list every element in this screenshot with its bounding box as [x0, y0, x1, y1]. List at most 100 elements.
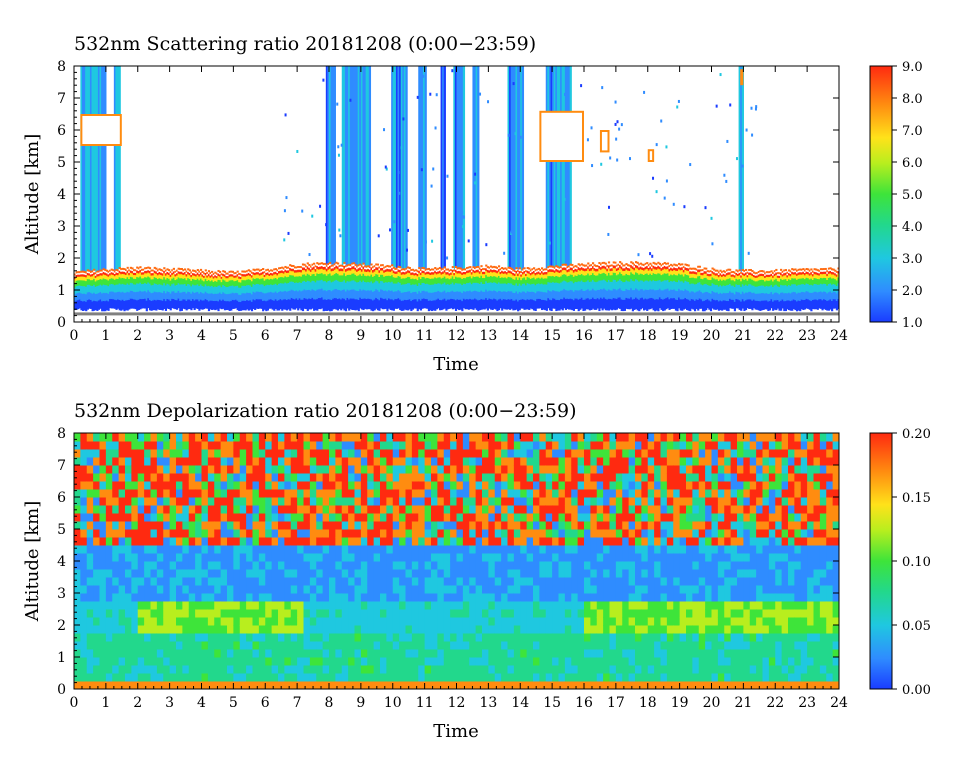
boundary-layer-cell	[797, 271, 800, 275]
boundary-layer-cell	[155, 299, 158, 311]
cloud-speck	[507, 133, 510, 137]
boundary-layer-cell	[217, 285, 220, 294]
boundary-layer-saturated	[470, 270, 474, 273]
boundary-layer-cell	[244, 279, 247, 286]
boundary-layer-edge	[574, 265, 577, 268]
boundary-layer-cell	[713, 274, 716, 279]
depol-cell	[131, 537, 139, 546]
depol-cell	[188, 625, 196, 634]
boundary-layer-cell	[134, 284, 137, 293]
depol-cell	[74, 513, 81, 522]
boundary-layer-cell	[110, 274, 113, 279]
boundary-layer-cell	[741, 272, 744, 275]
cloud-column-cell	[101, 66, 104, 272]
depol-cell	[188, 473, 196, 482]
boundary-layer-cell	[180, 271, 183, 275]
boundary-layer-cell	[295, 281, 298, 291]
boundary-layer-edge	[591, 262, 595, 265]
boundary-layer-cell	[759, 285, 762, 294]
boundary-layer-edge	[748, 269, 751, 272]
boundary-layer-cell	[577, 299, 580, 312]
boundary-layer-cell	[713, 277, 716, 285]
depol-cell	[188, 657, 196, 666]
boundary-layer-cell	[472, 269, 475, 273]
boundary-layer-cell	[132, 283, 136, 292]
boundary-layer-cell	[486, 282, 489, 292]
depol-cell	[112, 649, 120, 658]
depol-cell	[201, 497, 209, 506]
boundary-layer-saturated	[660, 265, 663, 269]
boundary-layer-cell	[698, 275, 701, 283]
boundary-layer-cell	[722, 284, 725, 293]
boundary-layer-edge	[254, 269, 257, 272]
boundary-layer-edge	[171, 269, 174, 272]
boundary-layer-saturated	[474, 268, 477, 271]
boundary-layer-cell	[230, 279, 233, 286]
boundary-layer-edge	[760, 270, 764, 273]
boundary-layer-cell	[483, 299, 486, 310]
x-tick-label: 16	[575, 328, 593, 344]
boundary-layer-cell	[230, 285, 233, 294]
boundary-layer-edge	[238, 272, 241, 275]
boundary-layer-saturated	[234, 273, 238, 276]
boundary-layer-cell	[819, 290, 823, 300]
depol-cell	[201, 625, 209, 634]
boundary-layer-cell	[650, 270, 654, 276]
boundary-layer-cell	[378, 291, 381, 301]
boundary-layer-cell	[137, 283, 140, 292]
boundary-layer-cell	[513, 279, 517, 286]
boundary-layer-cell	[247, 300, 250, 311]
depol-cell	[156, 577, 164, 586]
cloud-column-cell	[558, 66, 561, 268]
boundary-layer-cell	[185, 300, 188, 311]
depol-cell	[188, 537, 196, 546]
boundary-layer-cell	[553, 269, 556, 273]
cloud-speck	[665, 179, 668, 183]
cloud-column-cell	[520, 66, 523, 271]
boundary-layer-cell	[198, 300, 201, 311]
boundary-layer-cell	[75, 274, 78, 278]
cloud-speck	[377, 234, 380, 238]
boundary-layer-cell	[270, 272, 273, 276]
boundary-layer-cell	[453, 278, 456, 285]
boundary-layer-edge	[658, 262, 662, 265]
boundary-layer-edge	[598, 262, 601, 265]
boundary-layer-cell	[74, 282, 77, 288]
boundary-layer-cell	[434, 291, 437, 301]
boundary-layer-cell	[491, 276, 494, 283]
boundary-layer-cell	[217, 275, 220, 280]
depol-cell	[93, 601, 100, 610]
boundary-layer-cell	[760, 273, 764, 276]
boundary-layer-cell	[97, 273, 101, 277]
boundary-layer-saturated	[341, 266, 344, 269]
boundary-layer-cell	[89, 279, 93, 286]
boundary-layer-edge	[732, 271, 735, 274]
cloud-speck	[616, 120, 619, 124]
boundary-layer-cell	[274, 283, 278, 292]
boundary-layer-cell	[663, 279, 666, 290]
boundary-layer-cell	[381, 267, 384, 271]
cloud-column-cell	[547, 66, 550, 269]
boundary-layer-cell	[563, 280, 566, 290]
boundary-layer-cell	[811, 275, 815, 280]
boundary-layer-cell	[574, 270, 577, 276]
boundary-layer-edge	[740, 271, 743, 274]
boundary-layer-cell	[402, 277, 405, 285]
depol-cell	[163, 617, 171, 626]
boundary-layer-cell	[332, 270, 335, 276]
depol-cell	[105, 553, 113, 562]
depol-cell	[105, 497, 113, 506]
depol-cell	[207, 641, 215, 650]
boundary-layer-cell	[743, 273, 746, 276]
depol-cell	[93, 617, 100, 626]
boundary-layer-cell	[317, 266, 321, 270]
boundary-layer-cell	[609, 274, 612, 282]
boundary-layer-edge	[765, 271, 768, 274]
depol-cell	[195, 665, 202, 674]
boundary-layer-cell	[829, 270, 832, 274]
boundary-layer-saturated	[160, 270, 163, 273]
boundary-layer-cell	[301, 290, 305, 300]
cloud-column-cell	[738, 66, 741, 273]
boundary-layer-cell	[834, 274, 837, 280]
boundary-layer-cell	[403, 271, 407, 275]
